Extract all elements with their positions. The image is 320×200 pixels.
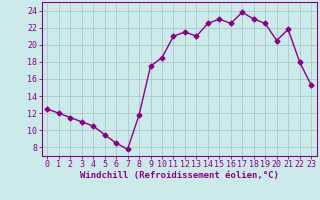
X-axis label: Windchill (Refroidissement éolien,°C): Windchill (Refroidissement éolien,°C) bbox=[80, 171, 279, 180]
